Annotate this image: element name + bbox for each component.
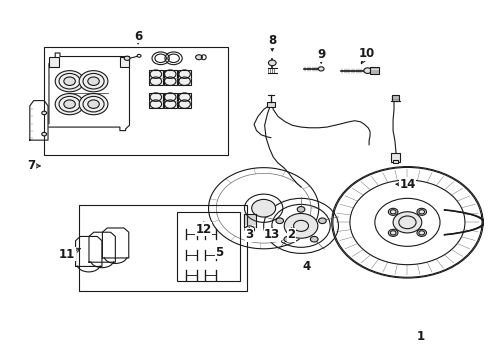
Text: 4: 4 bbox=[302, 260, 310, 273]
Text: 10: 10 bbox=[358, 47, 374, 60]
Bar bbox=[79, 205, 246, 291]
Circle shape bbox=[318, 67, 324, 71]
Bar bbox=[177, 212, 239, 280]
Text: 1: 1 bbox=[416, 330, 424, 343]
Text: 7: 7 bbox=[27, 159, 35, 172]
Text: 8: 8 bbox=[267, 34, 276, 47]
Bar bbox=[390, 153, 399, 162]
Circle shape bbox=[88, 77, 99, 85]
Circle shape bbox=[64, 100, 75, 108]
Text: 5: 5 bbox=[215, 246, 223, 259]
Circle shape bbox=[55, 94, 84, 115]
Text: 14: 14 bbox=[398, 178, 415, 191]
Circle shape bbox=[64, 77, 75, 85]
Circle shape bbox=[318, 218, 325, 224]
Bar bbox=[178, 93, 191, 108]
Circle shape bbox=[79, 94, 108, 115]
Circle shape bbox=[268, 60, 276, 66]
Text: 12: 12 bbox=[195, 223, 211, 236]
Circle shape bbox=[251, 199, 275, 217]
Bar bbox=[266, 102, 275, 107]
Bar bbox=[391, 95, 398, 101]
Circle shape bbox=[41, 132, 46, 136]
Bar bbox=[392, 159, 398, 163]
Circle shape bbox=[79, 71, 108, 92]
Bar bbox=[120, 57, 129, 67]
Circle shape bbox=[275, 218, 283, 224]
Bar bbox=[163, 93, 177, 108]
Text: 2: 2 bbox=[287, 228, 295, 241]
Circle shape bbox=[284, 237, 291, 242]
Bar bbox=[49, 57, 59, 67]
Circle shape bbox=[55, 71, 84, 92]
Text: 13: 13 bbox=[264, 228, 280, 241]
Circle shape bbox=[88, 100, 99, 108]
Circle shape bbox=[244, 226, 254, 233]
Circle shape bbox=[41, 111, 46, 115]
Circle shape bbox=[310, 237, 317, 242]
Bar bbox=[369, 67, 378, 74]
Circle shape bbox=[124, 56, 130, 60]
Circle shape bbox=[392, 212, 421, 233]
Circle shape bbox=[284, 213, 317, 238]
Bar bbox=[163, 70, 177, 85]
Circle shape bbox=[195, 55, 202, 60]
Bar bbox=[178, 70, 191, 85]
Bar bbox=[149, 70, 162, 85]
Text: 11: 11 bbox=[59, 248, 75, 261]
Circle shape bbox=[363, 68, 371, 73]
Circle shape bbox=[416, 229, 426, 237]
Text: 9: 9 bbox=[316, 48, 325, 61]
Circle shape bbox=[416, 208, 426, 215]
Circle shape bbox=[297, 207, 304, 212]
Circle shape bbox=[387, 208, 397, 215]
Bar bbox=[149, 93, 162, 108]
Text: 3: 3 bbox=[244, 228, 253, 241]
Circle shape bbox=[387, 229, 397, 237]
Bar bbox=[44, 47, 227, 155]
Text: 6: 6 bbox=[134, 30, 142, 42]
